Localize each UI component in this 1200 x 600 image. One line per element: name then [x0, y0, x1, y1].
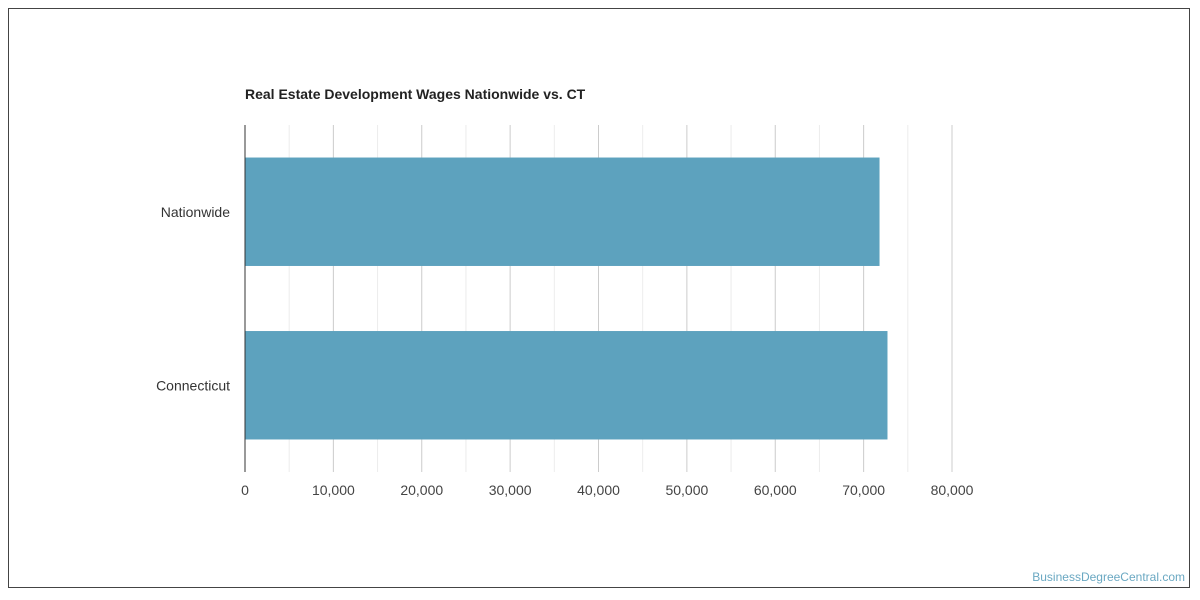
chart-title: Real Estate Development Wages Nationwide…	[245, 86, 586, 102]
x-tick-label: 80,000	[931, 482, 974, 498]
category-label: Connecticut	[156, 377, 230, 393]
category-label: Nationwide	[161, 204, 230, 220]
x-tick-label: 0	[241, 482, 249, 498]
watermark: BusinessDegreeCentral.com	[1032, 570, 1185, 584]
x-tick-label: 30,000	[489, 482, 532, 498]
bar-nationwide	[245, 157, 880, 266]
x-tick-label: 60,000	[754, 482, 797, 498]
x-tick-label: 70,000	[842, 482, 885, 498]
tick-labels: 0 10,000 20,000 30,000 40,000 50,000 60,000 70,…	[241, 482, 974, 498]
x-tick-label: 50,000	[665, 482, 708, 498]
bars	[245, 157, 888, 440]
x-tick-label: 40,000	[577, 482, 620, 498]
category-labels: Nationwide Connecticut	[156, 204, 230, 394]
x-tick-label: 10,000	[312, 482, 355, 498]
bar-connecticut	[245, 331, 888, 440]
x-tick-label: 20,000	[400, 482, 443, 498]
